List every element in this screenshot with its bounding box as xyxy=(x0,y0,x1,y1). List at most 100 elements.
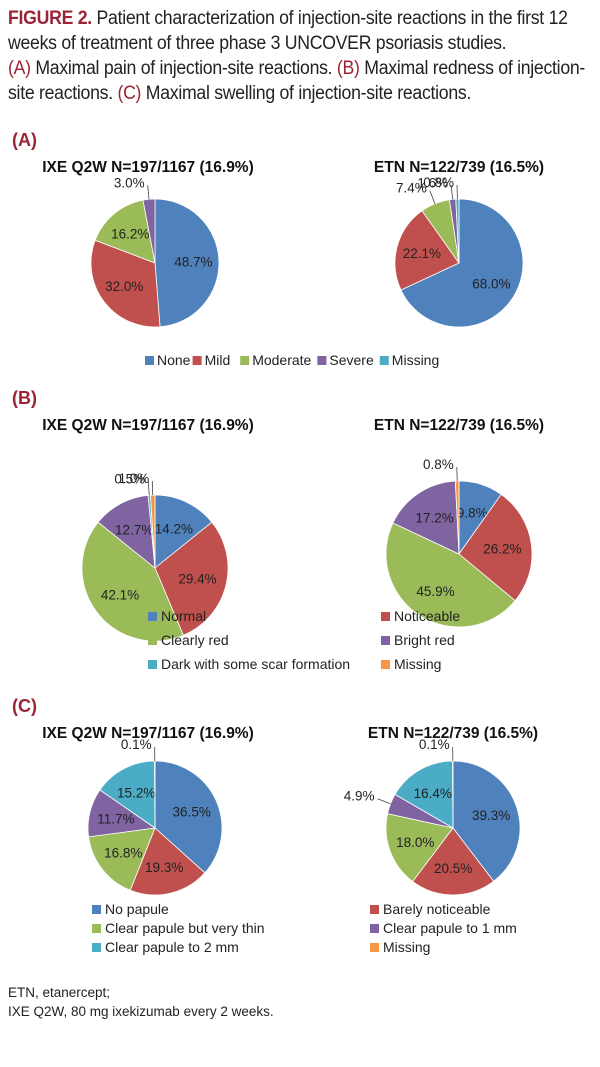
panel-b-etn-slice-bright-red xyxy=(392,480,460,555)
panel-b-etn-label-bright-red: 17.2% xyxy=(415,511,453,526)
panel-c-legend-clear-papule-but-very-thin: Clear papule but very thin xyxy=(105,920,265,936)
panel-c-ixe-label-barely-noticeable: 19.3% xyxy=(145,860,183,875)
panel-c-ixe-label-clear-papule-to-1-mm: 11.7% xyxy=(97,812,134,827)
panel-c-etn-slice-clear-papule-to-2-mm xyxy=(394,760,454,829)
panel-b-etn-label-normal: 9.8% xyxy=(457,505,488,520)
panel-a-legend-swatch-none xyxy=(145,356,154,365)
panel-c-legend-swatch-clear-papule-to-2-mm xyxy=(92,943,101,952)
caption-c-label: (C) xyxy=(117,83,142,104)
panel-a-ixe-leader-severe xyxy=(147,185,150,200)
panel-c-ixe-slice-barely-noticeable xyxy=(129,827,206,896)
panel-a-etn-leader-moderate xyxy=(429,190,436,204)
panel-c-legend-missing: Missing xyxy=(383,939,430,955)
panel-b-legend-swatch-missing xyxy=(381,660,390,669)
panel-a-etn-label-mild: 22.1% xyxy=(403,246,441,261)
panel-a-ixe-slice-moderate xyxy=(94,199,156,264)
panel-b-legend-swatch-clearly-red xyxy=(148,636,157,645)
panel-c-ixe-label-missing: 0.1% xyxy=(121,737,152,752)
panel-c-legend-swatch-no-papule xyxy=(92,905,101,914)
panel-a-chart: IXE Q2W N=197/1167 (16.9%) 48.7% 32.0% 16.2… xyxy=(42,159,544,368)
caption-a-text: Maximal pain of injection-site reactions… xyxy=(30,58,337,79)
panel-c-legend-swatch-clear-papule-but-very-thin xyxy=(92,924,101,933)
panel-b-ixe-slice-clearly-red xyxy=(81,521,184,642)
panel-c-etn-slice-clear-papule-but-very-thin xyxy=(385,813,454,883)
panel-b-ixe-slice-bright-red xyxy=(97,494,156,569)
panel-c-etn-label-barely-noticeable: 20.5% xyxy=(434,861,472,876)
panel-a-etn-slice-missing xyxy=(455,198,460,264)
panel-a-etn-label-none: 68.0% xyxy=(472,277,510,292)
panel-c-legend-no-papule: No papule xyxy=(105,901,169,917)
panel-a-etn-leader-severe xyxy=(450,185,453,200)
panel-b-legend-normal: Normal xyxy=(161,608,206,624)
panel-c-etn-label-clear-papule-but-very-thin: 18.0% xyxy=(396,835,434,850)
panel-c-etn-label-no-papule: 39.3% xyxy=(472,808,510,823)
panel-b-etn-label-missing: 0.8% xyxy=(423,457,454,472)
panel-b-legend-swatch-noticeable xyxy=(381,612,390,621)
panel-a-ixe-label-severe: 3.0% xyxy=(114,175,145,190)
panel-a-legend-mild: Mild xyxy=(205,352,231,368)
panel-c-legend-swatch-barely-noticeable xyxy=(370,905,379,914)
panel-a-ixe-title: IXE Q2W N=197/1167 (16.9%) xyxy=(42,159,254,176)
panel-b-ixe-slice-noticeable xyxy=(154,521,229,636)
panel-a-ixe-slice-none xyxy=(154,198,220,328)
panel-b-legend-swatch-dark-with-some-scar-formation xyxy=(148,660,157,669)
panel-a-legend-severe: Severe xyxy=(329,352,374,368)
panel-c: (C) IXE Q2W N=197/1167 (16.9%) 36.5% 19.3%… xyxy=(0,696,600,976)
panel-a-legend-none: None xyxy=(157,352,191,368)
figure-label: FIGURE 2. xyxy=(8,8,92,29)
panel-b-etn-slice-noticeable xyxy=(458,493,533,602)
panel-c-ixe-label-clear-papule-to-2-mm: 15.2% xyxy=(117,786,155,801)
panel-b-ixe-label-bright-red: 12.7% xyxy=(115,522,153,537)
panel-c-ixe-slice-clear-papule-to-2-mm xyxy=(99,760,156,829)
figure-caption: FIGURE 2. Patient characterization of in… xyxy=(8,6,594,106)
panel-a-legend-swatch-moderate xyxy=(240,356,250,365)
panel-a-legend-missing: Missing xyxy=(392,352,439,368)
panel-b-legend-dark-with-some-scar-formation: Dark with some scar formation xyxy=(161,656,350,672)
footnote: ETN, etanercept; IXE Q2W, 80 mg ixekizum… xyxy=(8,983,274,1021)
panel-b-legend-missing: Missing xyxy=(394,656,441,672)
panel-b-ixe-slice-missing xyxy=(149,494,156,569)
panel-c-legend-clear-papule-to-2-mm: Clear papule to 2 mm xyxy=(105,939,239,955)
panel-b-etn-label-noticeable: 26.2% xyxy=(483,541,521,556)
panel-b-ixe-label-missing: 1.0% xyxy=(119,471,150,486)
caption-c-text: Maximal swelling of injection-site react… xyxy=(141,83,472,104)
panel-a-etn-title: ETN N=122/739 (16.5%) xyxy=(374,159,544,176)
panel-a-ixe-label-moderate: 16.2% xyxy=(111,227,149,242)
panel-b-ixe-label-noticeable: 29.4% xyxy=(178,572,216,587)
panel-b-ixe-leader-dark-with-some-scar-formation xyxy=(147,481,150,496)
caption-text: Patient characterization of injection-si… xyxy=(8,8,568,54)
panel-c-etn-slice-barely-noticeable xyxy=(412,827,495,896)
panel-c-etn-label-clear-papule-to-2-mm: 16.4% xyxy=(414,786,452,801)
panel-c-legend-swatch-missing xyxy=(370,943,379,952)
caption-b-text: Maximal redness of injection-site reacti… xyxy=(8,58,586,104)
panel-c-legend-barely-noticeable: Barely noticeable xyxy=(383,901,491,917)
panel-a-etn-slice-none xyxy=(400,198,524,328)
panel-b-etn-label-clearly-red: 45.9% xyxy=(416,584,454,599)
panel-b-legend-bright-red: Bright red xyxy=(394,632,455,648)
panel-b: (B) IXE Q2W N=197/1167 (16.9%) 14.2% 29.4%… xyxy=(0,388,600,688)
panel-a-etn-label-missing: 0.8% xyxy=(423,175,454,190)
panel-b-ixe-title: IXE Q2W N=197/1167 (16.9%) xyxy=(42,417,254,434)
panel-a-legend-swatch-mild xyxy=(192,356,202,365)
panel-c-ixe-label-clear-papule-but-very-thin: 16.8% xyxy=(104,846,142,861)
panel-b-ixe-label-clearly-red: 42.1% xyxy=(101,587,139,602)
panel-c-etn-label-clear-papule-to-1-mm: 4.9% xyxy=(344,789,375,804)
panel-b-label: (B) xyxy=(12,388,37,408)
panel-b-ixe-label-dark-with-some-scar-formation: 0.5% xyxy=(114,471,145,486)
panel-c-legend-clear-papule-to-1-mm: Clear papule to 1 mm xyxy=(383,920,517,936)
panel-c-etn-label-missing: 0.1% xyxy=(419,737,450,752)
panel-c-etn-title: ETN N=122/739 (16.5%) xyxy=(368,725,538,742)
panel-b-etn-slice-missing xyxy=(454,480,460,555)
panel-b-legend-noticeable: Noticeable xyxy=(394,608,460,624)
panel-b-legend-swatch-normal xyxy=(148,612,157,621)
panel-c-ixe-label-no-papule: 36.5% xyxy=(173,805,211,820)
panel-c-etn-slice-no-papule xyxy=(452,760,521,882)
panel-c-legend-swatch-clear-papule-to-1-mm xyxy=(370,924,379,933)
panel-a-ixe-label-mild: 32.0% xyxy=(105,279,143,294)
panel-c-label: (C) xyxy=(12,696,37,716)
panel-b-legend-swatch-bright-red xyxy=(381,636,390,645)
panel-b-chart: IXE Q2W N=197/1167 (16.9%) 14.2% 29.4% 42.1… xyxy=(42,417,544,672)
panel-a-ixe-label-none: 48.7% xyxy=(174,255,212,270)
panel-b-ixe-slice-normal xyxy=(154,494,213,569)
footnote-line-2: IXE Q2W, 80 mg ixekizumab every 2 weeks. xyxy=(8,1004,274,1019)
